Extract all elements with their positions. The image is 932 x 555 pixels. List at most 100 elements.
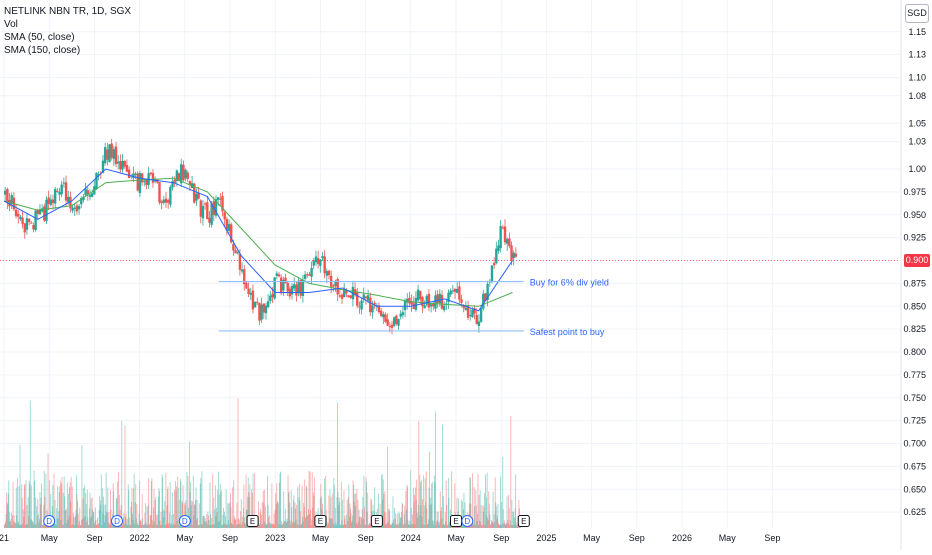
sma150-indicator-label[interactable]: SMA (150, close) <box>4 45 81 56</box>
volume-bar <box>347 521 349 528</box>
candle-body <box>336 278 339 295</box>
candle-body <box>438 293 442 304</box>
volume-bar <box>348 484 350 528</box>
volume-bar <box>363 475 365 528</box>
candle-body <box>492 262 496 266</box>
symbol-label[interactable]: NETLINK NBN TR, 1D, SGX <box>4 6 132 17</box>
volume-bar <box>208 519 210 528</box>
volume-bar <box>12 482 14 528</box>
x-tick-label: 2023 <box>265 533 285 543</box>
volume-bar <box>143 524 145 528</box>
earnings-marker[interactable] <box>314 515 327 527</box>
volume-bar <box>417 504 419 528</box>
candle-body <box>156 179 159 183</box>
y-tick-label: 1.15 <box>908 27 926 37</box>
volume-bar <box>91 496 93 528</box>
volume-indicator-label[interactable]: Vol <box>4 19 18 30</box>
volume-bar <box>247 496 249 528</box>
earnings-marker[interactable] <box>246 515 259 527</box>
dividend-marker[interactable] <box>43 515 56 527</box>
volume-bar <box>509 524 511 528</box>
volume-bar <box>261 514 263 528</box>
sma50-indicator-label[interactable]: SMA (50, close) <box>4 32 75 43</box>
dividend-marker[interactable] <box>178 515 191 527</box>
candle-body <box>10 195 13 204</box>
volume-bar <box>125 513 127 528</box>
volume-bar <box>508 508 510 528</box>
y-tick-label: 0.825 <box>903 324 926 334</box>
volume-bar <box>181 501 183 528</box>
annotation-label[interactable]: Buy for 6% div yield <box>530 278 609 288</box>
volume-bar <box>230 493 231 528</box>
volume-bar <box>292 523 294 528</box>
candle-body <box>151 173 155 183</box>
earnings-marker[interactable] <box>517 515 530 527</box>
candle-body <box>301 279 305 296</box>
annotation-label[interactable]: Safest point to buy <box>530 327 605 337</box>
candle-body <box>310 267 313 277</box>
volume-bar <box>120 505 122 528</box>
volume-bar <box>304 517 306 528</box>
volume-bar <box>166 505 168 528</box>
volume-bar <box>449 521 451 528</box>
volume-bar <box>169 512 171 528</box>
volume-bar <box>471 525 473 528</box>
candle-body <box>223 212 226 220</box>
volume-bar <box>487 517 489 528</box>
volume-bar <box>71 524 73 528</box>
volume-bar <box>420 505 422 528</box>
volume-bar <box>85 492 87 528</box>
candle-body <box>325 271 329 276</box>
volume-bar <box>193 504 195 528</box>
candle-body <box>160 201 163 204</box>
volume-bar <box>445 480 447 528</box>
volume-bar <box>87 517 89 528</box>
volume-bar <box>359 516 361 528</box>
candle-body <box>106 149 109 160</box>
volume-bar <box>133 488 135 528</box>
volume-bar <box>416 512 418 528</box>
candle-body <box>401 312 405 316</box>
volume-bar <box>473 487 475 528</box>
volume-bar <box>491 521 493 528</box>
volume-bar <box>68 493 69 528</box>
volume-bar <box>398 511 400 528</box>
x-tick-label: 2026 <box>672 533 692 543</box>
volume-bar <box>506 496 508 528</box>
volume-bar <box>11 524 13 528</box>
volume-bar <box>424 478 426 528</box>
volume-bar <box>172 524 174 528</box>
earnings-marker[interactable] <box>370 515 383 527</box>
dividend-marker[interactable] <box>461 515 474 527</box>
volume-bar <box>89 508 90 528</box>
volume-bar <box>55 524 57 528</box>
candle-body <box>206 202 209 220</box>
volume-bar <box>381 474 383 528</box>
currency-button[interactable]: SGD <box>905 4 929 23</box>
candle-body <box>384 314 387 322</box>
event-marker-label: D <box>182 517 188 526</box>
volume-bar <box>99 504 101 528</box>
volume-bar <box>409 520 411 528</box>
volume-bar <box>196 519 197 528</box>
x-tick-label: Sep <box>86 533 102 543</box>
dividend-marker[interactable] <box>111 515 123 527</box>
volume-bar <box>326 524 328 528</box>
volume-bar <box>17 521 19 528</box>
volume-bar <box>97 523 99 528</box>
volume-bar <box>496 518 498 528</box>
volume-bar <box>400 517 401 528</box>
volume-bar <box>16 478 18 528</box>
candle-body <box>88 194 92 197</box>
volume-bar <box>195 487 197 528</box>
volume-bar <box>85 503 87 528</box>
candle-body <box>36 210 39 214</box>
volume-bar <box>470 503 472 528</box>
volume-bar <box>121 420 123 528</box>
y-tick-label: 1.10 <box>908 73 926 83</box>
volume-bar <box>44 496 46 528</box>
volume-bar <box>198 503 200 528</box>
candle-body <box>269 295 272 302</box>
